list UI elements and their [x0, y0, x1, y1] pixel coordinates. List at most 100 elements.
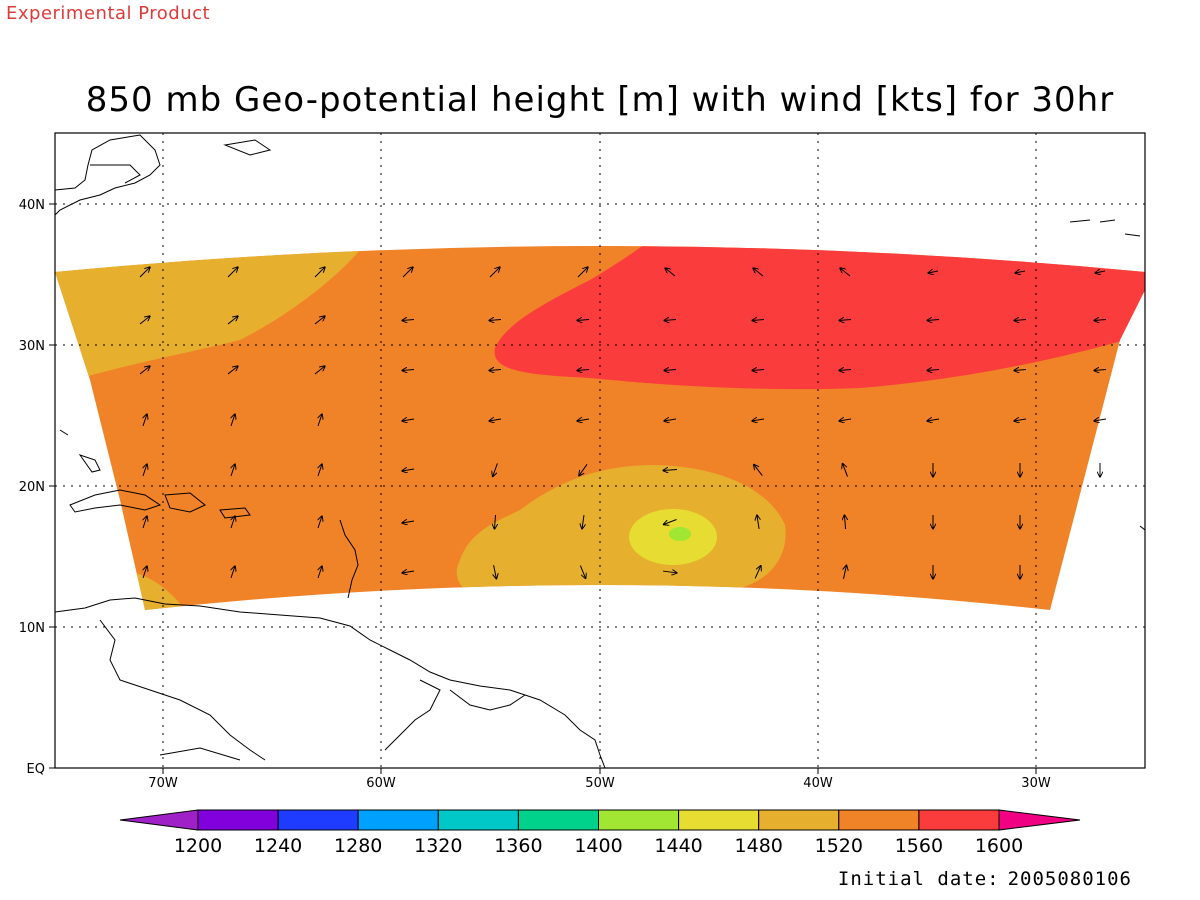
- colorbar-level-label: 1400: [574, 835, 622, 857]
- colorbar-level-label: 1320: [414, 835, 462, 857]
- wind-arrow: [489, 267, 500, 278]
- wind-arrow: [314, 366, 325, 375]
- south-america-coast: [55, 597, 606, 768]
- contour-1520-1560-northwest: [55, 250, 360, 390]
- north-america-coast: [55, 134, 161, 216]
- contour-fills: [55, 246, 1145, 610]
- wind-arrow: [489, 370, 502, 371]
- wind-arrow: [927, 320, 940, 321]
- wind-arrow: [493, 463, 498, 476]
- wind-arrow: [752, 419, 765, 421]
- y-tick-label: 20N: [19, 480, 45, 495]
- wind-arrow: [927, 370, 940, 371]
- contour-1600-north: [494, 246, 1145, 390]
- x-tick-label: 70W: [148, 776, 178, 791]
- wind-arrow: [318, 566, 322, 579]
- wind-arrow: [663, 519, 677, 524]
- x-tick-label: 60W: [366, 776, 396, 791]
- wind-arrow: [757, 515, 759, 529]
- grid-lines: [55, 133, 1145, 768]
- wind-arrow: [227, 267, 238, 278]
- axis-ticks: [49, 203, 1037, 774]
- wind-arrow: [402, 571, 415, 573]
- wind-arrow: [402, 419, 415, 421]
- wind-arrow: [139, 316, 150, 325]
- colorbar-segment: [277, 809, 359, 831]
- wind-arrow: [840, 268, 851, 277]
- wind-arrow: [664, 419, 677, 421]
- colorbar-level-label: 1560: [895, 835, 943, 857]
- wind-arrow: [139, 366, 150, 375]
- wind-arrow: [1014, 419, 1027, 421]
- coastlines: [55, 134, 1145, 768]
- wind-arrow: [843, 463, 848, 477]
- wind-arrow: [844, 515, 845, 530]
- wind-arrow: [227, 366, 238, 375]
- lesser-antilles: [339, 519, 359, 599]
- wind-arrow: [1094, 320, 1107, 321]
- wind-arrow: [1094, 419, 1107, 421]
- colorbar-segment: [517, 809, 600, 831]
- colorbar-legend: 1200 1240 1280 1320 1360 1400 1440 1480 1520 1560…: [119, 809, 1081, 857]
- wind-arrow: [143, 464, 147, 477]
- cuba: [69, 489, 162, 513]
- colorbar-level-label: 1280: [334, 835, 382, 857]
- wind-arrow: [314, 267, 325, 278]
- y-axis-labels: EQ 10N 20N 30N 40N: [19, 198, 45, 777]
- wind-arrow: [928, 271, 939, 273]
- experimental-product-label: Experimental Product: [6, 3, 211, 24]
- wind-arrow: [227, 316, 238, 325]
- colorbar-lower-extension: [119, 809, 199, 831]
- wind-arrow: [231, 516, 235, 529]
- puerto-rico: [219, 507, 251, 519]
- x-tick-label: 50W: [585, 776, 615, 791]
- wind-arrow: [844, 565, 847, 579]
- wind-arrow: [839, 320, 852, 321]
- wind-arrow: [494, 514, 495, 529]
- wind-arrow: [402, 320, 415, 321]
- wind-arrow: [143, 566, 147, 579]
- wind-arrow: [753, 268, 764, 277]
- wind-arrow: [927, 419, 940, 421]
- wind-arrow: [839, 419, 852, 421]
- wind-arrow: [139, 267, 150, 278]
- colorbar-level-label: 1480: [735, 835, 783, 857]
- wind-arrow: [577, 370, 590, 371]
- colorbar-segment: [197, 809, 279, 831]
- x-tick-label: 30W: [1021, 776, 1051, 791]
- colorbar-segment: [598, 809, 680, 831]
- wind-arrow: [231, 464, 235, 477]
- colorbar-level-label: 1520: [815, 835, 863, 857]
- wind-arrow: [579, 463, 588, 475]
- wind-arrow: [318, 464, 322, 477]
- colorbar-segment: [678, 809, 760, 831]
- chart-title: 850 mb Geo-potential height [m] with win…: [85, 80, 1115, 120]
- y-tick-label: 30N: [19, 339, 45, 354]
- colorbar-segment: [437, 809, 519, 831]
- hispaniola: [164, 492, 206, 513]
- wind-arrow: [664, 370, 677, 371]
- wind-arrow: [1014, 320, 1027, 321]
- colorbar-segment: [357, 809, 439, 831]
- wind-arrow: [143, 414, 147, 427]
- wind-arrow: [489, 320, 502, 321]
- colorbar-level-label: 1200: [174, 835, 222, 857]
- wind-arrow: [664, 320, 677, 321]
- initial-date-label: Initial date:: [837, 868, 1000, 890]
- y-tick-label: 10N: [19, 621, 45, 636]
- wind-arrow: [1014, 370, 1027, 371]
- wind-arrow: [489, 419, 502, 421]
- wind-arrow: [577, 267, 588, 278]
- wind-arrow: [231, 566, 235, 579]
- contour-1440-1480: [669, 527, 691, 541]
- wind-arrow: [402, 521, 415, 523]
- wind-arrow: [1015, 271, 1026, 273]
- colorbar-level-label: 1360: [494, 835, 542, 857]
- wind-arrow: [143, 516, 147, 529]
- wind-arrow: [754, 566, 761, 579]
- wind-arrow: [1094, 370, 1107, 371]
- wind-arrow: [314, 316, 325, 325]
- wind-arrow: [663, 469, 678, 470]
- wind-arrow: [231, 414, 235, 427]
